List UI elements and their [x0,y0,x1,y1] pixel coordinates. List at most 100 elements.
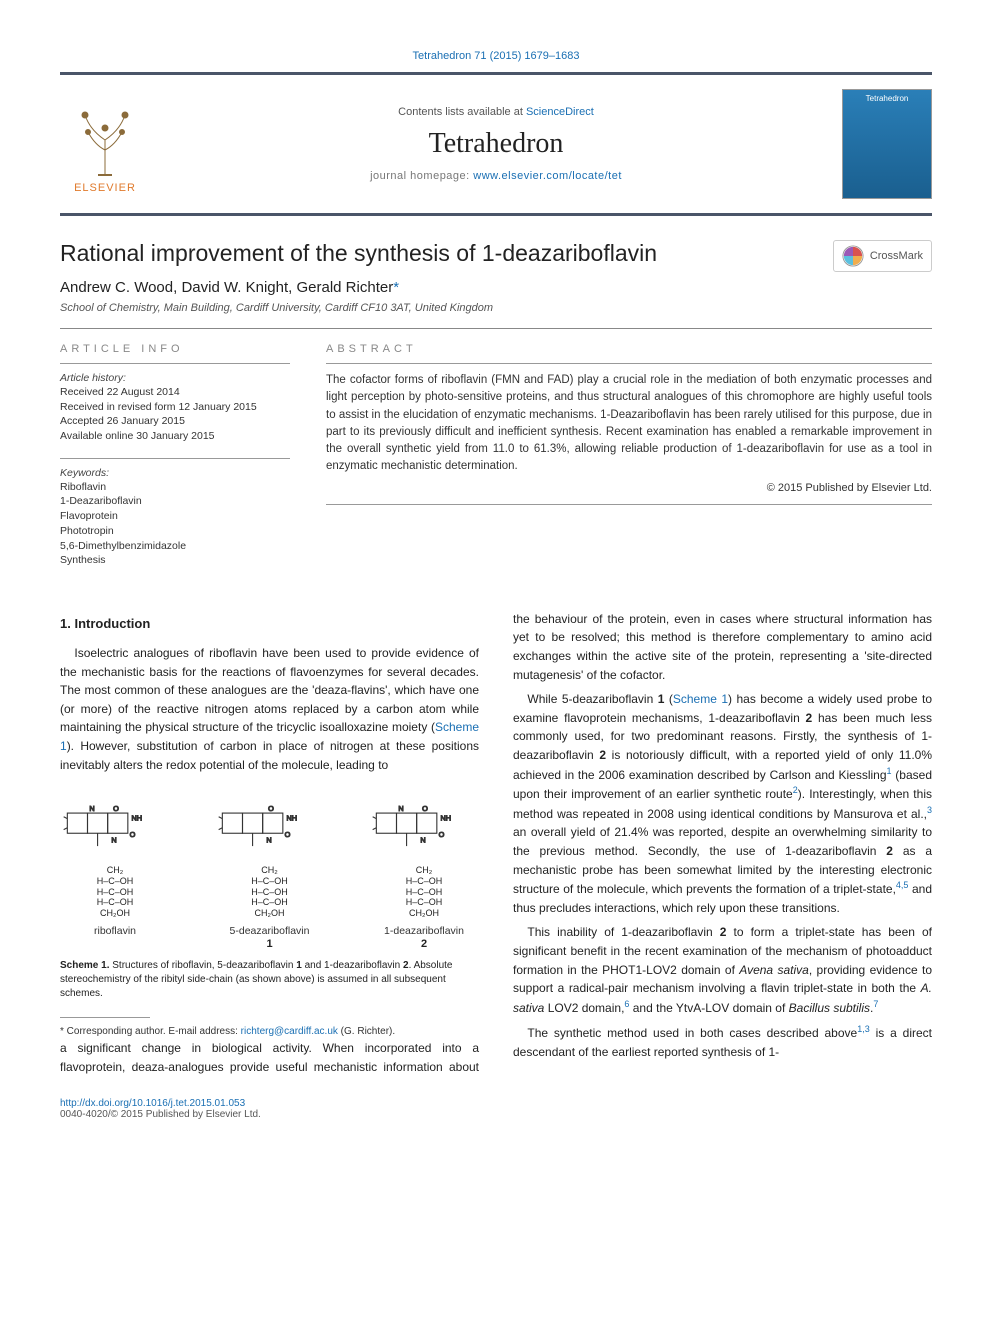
doi-link[interactable]: http://dx.doi.org/10.1016/j.tet.2015.01.… [60,1098,245,1109]
publisher-logo: ELSEVIER [60,94,150,194]
paragraph: The synthetic method used in both cases … [513,1023,932,1061]
history-line: Available online 30 January 2015 [60,429,290,444]
footer-copyright: 0040-4020/© 2015 Published by Elsevier L… [60,1109,932,1120]
chain-line: CH₂ [369,865,479,876]
footnote: * Corresponding author. E-mail address: … [60,1024,479,1040]
chain-line: H–C–OH [60,897,170,908]
footnote-tail: (G. Richter). [338,1026,395,1037]
contents-line: Contents lists available at ScienceDirec… [150,106,842,118]
section-heading: 1. Introduction [60,614,479,634]
journal-name: Tetrahedron [150,128,842,160]
sciencedirect-link[interactable]: ScienceDirect [526,106,594,118]
article-title: Rational improvement of the synthesis of… [60,240,932,267]
journal-cover [842,89,932,199]
ref-link[interactable]: 3 [927,805,932,815]
keywords-label: Keywords: [60,467,290,479]
chain-line: H–C–OH [369,876,479,887]
svg-text:O: O [284,830,290,839]
species-name: Bacillus subtilis [789,1001,870,1015]
chain-line: H–C–OH [369,897,479,908]
paragraph: This inability of 1-deazariboflavin 2 to… [513,923,932,1017]
svg-text:N: N [89,804,94,813]
footnote-label: Corresponding author. E-mail address: [64,1026,241,1037]
molecule-5deaza: ONH NO CH₂ H–C–OH H–C–OH H–C–OH CH₂OH 5-… [215,790,325,951]
keyword: 5,6-Dimethylbenzimidazole [60,539,290,554]
abstract-text: The cofactor forms of riboflavin (FMN an… [326,372,932,476]
homepage-prefix: journal homepage: [370,170,473,182]
abstract-col: ABSTRACT The cofactor forms of riboflavi… [326,343,932,582]
svg-text:O: O [422,804,428,813]
text: This inability of 1-deazariboflavin [527,925,719,939]
chain-line: H–C–OH [60,887,170,898]
email-link[interactable]: richterg@cardiff.ac.uk [241,1026,338,1037]
text: an overall yield of 21.4% was reported, … [513,825,932,858]
mol-name: 5-deazariboflavin [215,925,325,938]
chain-line: H–C–OH [215,897,325,908]
affiliation: School of Chemistry, Main Building, Card… [60,302,932,314]
crossmark-badge[interactable]: CrossMark [833,240,932,272]
svg-text:NH: NH [132,814,143,823]
svg-text:O: O [268,804,274,813]
article-info-col: ARTICLE INFO Article history: Received 2… [60,343,290,582]
elsevier-label: ELSEVIER [74,182,136,194]
text: and the YtvA-LOV domain of [629,1001,788,1015]
svg-text:N: N [420,836,425,845]
corresponding-mark: * [393,279,399,296]
article-info-heading: ARTICLE INFO [60,343,290,355]
chain-line: CH₂OH [369,908,479,919]
scheme-1-figure: O NH N N O CH₂ H–C–OH H–C–OH H–C–OH CH₂OH r… [60,790,479,1001]
authors: Andrew C. Wood, David W. Knight, Gerald … [60,279,932,296]
chain-line: CH₂OH [215,908,325,919]
text: While 5-deazariboflavin [527,692,657,706]
text: Isoelectric analogues of riboflavin have… [60,646,479,734]
svg-text:NH: NH [441,814,452,823]
history-line: Received in revised form 12 January 2015 [60,400,290,415]
mol-number: 1 [215,938,325,951]
mol-name: 1-deazariboflavin [369,925,479,938]
chain-line: H–C–OH [215,887,325,898]
mol-number: 2 [369,938,479,951]
abstract-copyright: © 2015 Published by Elsevier Ltd. [326,482,932,494]
text: and 1-deazariboflavin [302,960,403,971]
title-block: Rational improvement of the synthesis of… [60,240,932,314]
ref-link[interactable]: 4,5 [896,880,909,890]
homepage-link[interactable]: www.elsevier.com/locate/tet [473,170,622,182]
text: LOV2 domain, [544,1001,624,1015]
scheme-link[interactable]: Scheme 1 [673,692,728,706]
citation-line: Tetrahedron 71 (2015) 1679–1683 [60,50,932,62]
paragraph: While 5-deazariboflavin 1 (Scheme 1) has… [513,690,932,917]
body-text: 1. Introduction Isoelectric analogues of… [60,610,932,1077]
chain-line: CH₂ [60,865,170,876]
chain-line: H–C–OH [215,876,325,887]
species-name: Avena sativa [739,963,809,977]
text: ( [664,692,672,706]
scheme-label: Scheme 1. [60,960,109,971]
text: ). However, substitution of carbon in pl… [60,739,479,772]
homepage-line: journal homepage: www.elsevier.com/locat… [150,170,842,182]
scheme-caption: Scheme 1. Structures of riboflavin, 5-de… [60,959,479,1001]
svg-text:N: N [111,836,116,845]
text: Structures of riboflavin, 5-deazaribofla… [109,960,296,971]
svg-text:NH: NH [286,814,297,823]
molecule-riboflavin: ONH NNO CH₂ H–C–OH H–C–OH H–C–OH CH₂OH r… [60,790,170,951]
footer-meta: http://dx.doi.org/10.1016/j.tet.2015.01.… [60,1098,932,1120]
mol-name: riboflavin [60,925,170,938]
paragraph: Isoelectric analogues of riboflavin have… [60,644,479,774]
svg-text:N: N [398,804,403,813]
rule [60,328,932,329]
text: The synthetic method used in both cases … [527,1026,857,1040]
molecule-1deaza: ONH NNO CH₂ H–C–OH H–C–OH H–C–OH CH₂OH 1… [369,790,479,951]
keyword: Flavoprotein [60,509,290,524]
keyword: Synthesis [60,553,290,568]
svg-text:O: O [130,830,136,839]
authors-text: Andrew C. Wood, David W. Knight, Gerald … [60,279,393,296]
history-line: Accepted 26 January 2015 [60,414,290,429]
crossmark-label: CrossMark [870,250,923,262]
chain-line: H–C–OH [369,887,479,898]
ref-link[interactable]: 1,3 [857,1024,870,1034]
ref-link[interactable]: 7 [873,999,878,1009]
chain-line: CH₂OH [60,908,170,919]
keyword: Phototropin [60,524,290,539]
chain-line: CH₂ [215,865,325,876]
masthead: ELSEVIER Contents lists available at Sci… [60,72,932,216]
